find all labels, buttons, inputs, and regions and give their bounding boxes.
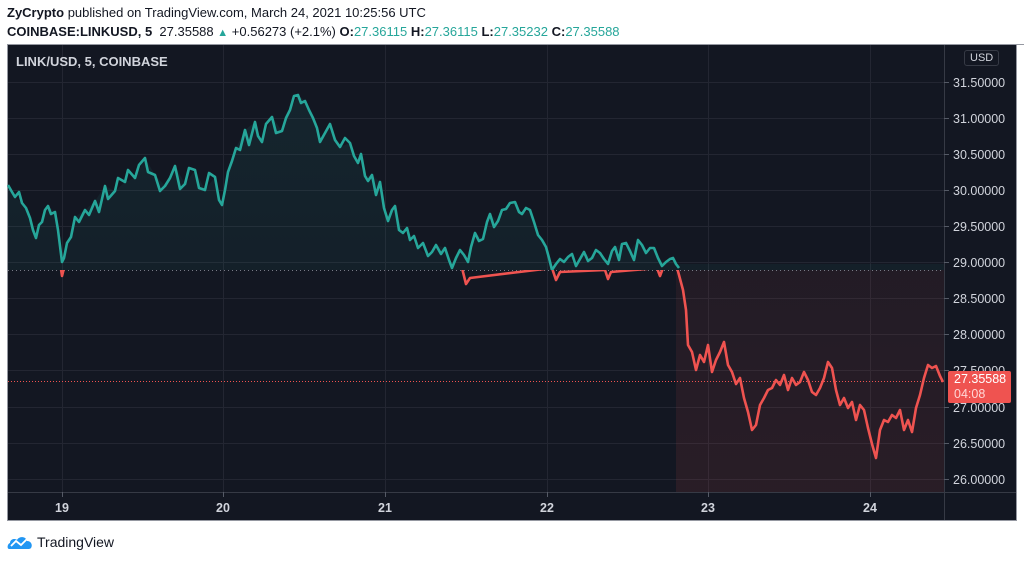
price-line <box>7 93 944 460</box>
chart-legend[interactable]: LINK/USD, 5, COINBASE <box>16 54 168 69</box>
symbol-label: COINBASE:LINKUSD, 5 <box>7 24 153 39</box>
ohlc-line: COINBASE:LINKUSD, 5 27.35588 ▲ +0.56273 … <box>7 23 620 42</box>
low-label: L: <box>481 24 494 39</box>
time-axis-labels: 19 20 21 22 23 24 <box>55 501 877 515</box>
y-tick-label: 27.00000 <box>953 401 1005 415</box>
publisher-name: ZyCrypto <box>7 5 65 20</box>
x-tick-label: 22 <box>540 501 554 515</box>
y-tick-label: 30.50000 <box>953 148 1005 162</box>
high-label: H: <box>410 24 425 39</box>
tradingview-logo-icon <box>7 537 32 549</box>
x-tick-label: 24 <box>863 501 877 515</box>
price-change: +0.56273 (+2.1%) <box>231 24 336 39</box>
last-price-value: 27.35588 <box>954 372 1007 386</box>
tradingview-branding[interactable]: TradingView <box>7 534 114 550</box>
x-tick-label: 19 <box>55 501 69 515</box>
y-tick-label: 26.50000 <box>953 437 1005 451</box>
bar-countdown: 04:08 <box>954 387 986 401</box>
axis-ticks <box>62 82 949 497</box>
divider <box>7 44 1024 45</box>
y-tick-label: 26.00000 <box>953 473 1005 487</box>
y-tick-label: 30.00000 <box>953 184 1005 198</box>
y-tick-label: 29.50000 <box>953 220 1005 234</box>
y-tick-label: 28.50000 <box>953 292 1005 306</box>
price-axis[interactable] <box>944 45 1016 520</box>
y-tick-label: 28.00000 <box>953 328 1005 342</box>
y-tick-label: 31.50000 <box>953 76 1005 90</box>
x-tick-label: 23 <box>701 501 715 515</box>
high-value: 27.36115 <box>424 24 478 39</box>
open-value: 27.36115 <box>353 24 408 39</box>
x-tick-label: 20 <box>216 501 230 515</box>
low-value: 27.35232 <box>493 24 548 39</box>
y-tick-label: 29.00000 <box>953 256 1005 270</box>
close-label: C: <box>551 24 566 39</box>
published-text: published on TradingView.com, March 24, … <box>67 5 426 20</box>
up-arrow-icon: ▲ <box>217 27 229 39</box>
close-value: 27.35588 <box>565 24 620 39</box>
price-axis-labels: 31.50000 31.00000 30.50000 30.00000 29.5… <box>953 76 1005 487</box>
brand-name: TradingView <box>37 534 115 550</box>
x-tick-label: 21 <box>378 501 392 515</box>
open-label: O: <box>339 24 354 39</box>
currency-button[interactable]: USD <box>964 50 1000 66</box>
last-price-badge: 27.35588 04:08 <box>948 371 1011 403</box>
publish-header: ZyCrypto published on TradingView.com, M… <box>7 4 620 42</box>
y-tick-label: 31.00000 <box>953 112 1005 126</box>
last-price: 27.35588 <box>159 24 214 39</box>
